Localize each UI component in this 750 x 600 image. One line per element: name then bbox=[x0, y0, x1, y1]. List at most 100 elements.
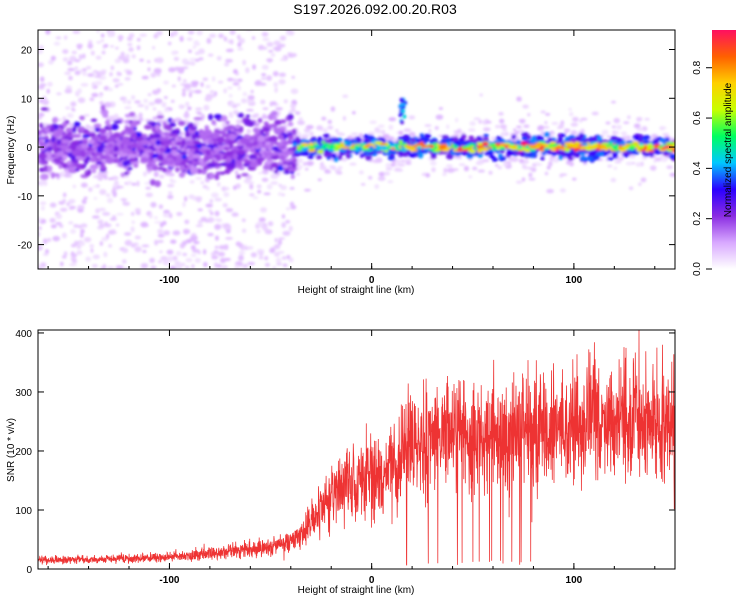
heatmap-cell bbox=[72, 184, 77, 189]
heatmap-cell bbox=[473, 117, 481, 121]
heatmap-cell bbox=[175, 141, 183, 146]
heatmap-cell bbox=[560, 133, 566, 138]
heatmap-cell bbox=[262, 164, 272, 170]
heatmap-cell bbox=[551, 151, 558, 157]
heatmap-cell bbox=[257, 135, 266, 142]
heatmap-cell bbox=[508, 157, 516, 162]
heatmap-cell bbox=[473, 138, 480, 143]
heatmap-cell bbox=[218, 33, 224, 39]
heatmap-cell bbox=[431, 167, 436, 173]
heatmap-cell bbox=[237, 47, 244, 51]
heatmap-cell bbox=[78, 126, 86, 132]
heatmap-cell bbox=[383, 171, 391, 176]
snr-y-tick-label: 0 bbox=[26, 565, 32, 576]
heatmap-cell bbox=[352, 111, 356, 115]
heatmap-cell bbox=[261, 64, 269, 70]
colorbar-tick-label: 0.8 bbox=[692, 60, 703, 74]
heatmap-cell bbox=[539, 145, 546, 149]
heatmap-cell bbox=[105, 127, 112, 131]
heatmap-cell bbox=[225, 48, 234, 53]
heatmap-cell bbox=[295, 172, 301, 176]
heatmap-cell bbox=[290, 88, 299, 95]
heatmap-cell bbox=[607, 156, 614, 161]
heatmap-cell bbox=[389, 163, 396, 167]
heatmap-cell bbox=[170, 99, 175, 103]
heatmap-cell bbox=[105, 193, 111, 198]
heatmap-cell bbox=[252, 36, 256, 40]
heatmap-cell bbox=[226, 125, 233, 130]
heatmap-cell bbox=[308, 145, 316, 150]
heatmap-cell bbox=[146, 60, 151, 64]
heatmap-cell bbox=[148, 133, 156, 140]
heatmap-cell bbox=[112, 132, 121, 139]
heatmap-cell bbox=[270, 173, 278, 180]
heatmap-cell bbox=[170, 239, 177, 244]
figure-title: S197.2026.092.00.20.R03 bbox=[293, 1, 457, 17]
heatmap-cell bbox=[342, 94, 349, 98]
heatmap-cell bbox=[405, 145, 413, 149]
heatmap-cell bbox=[453, 133, 460, 138]
heatmap-cell bbox=[90, 118, 98, 123]
heatmap-cell bbox=[442, 172, 447, 177]
heatmap-cell bbox=[105, 157, 115, 164]
snr-frame bbox=[37, 329, 676, 570]
heatmap-cell bbox=[139, 58, 144, 62]
heatmap-cell bbox=[277, 250, 285, 254]
heatmap-cell bbox=[228, 113, 234, 119]
heatmap-cell bbox=[592, 155, 600, 161]
heatmap-cell bbox=[150, 265, 157, 269]
heatmap-cell bbox=[163, 108, 170, 113]
heatmap-cell bbox=[172, 230, 181, 236]
heatmap-cell bbox=[208, 209, 213, 213]
heatmap-cell bbox=[580, 146, 586, 149]
heatmap-cell bbox=[261, 177, 269, 182]
heatmap-cell bbox=[659, 126, 667, 130]
heatmap-cell bbox=[282, 263, 288, 268]
heatmap-cell bbox=[559, 188, 566, 193]
heatmap-cell bbox=[166, 249, 174, 255]
heatmap-cell bbox=[264, 256, 269, 261]
heatmap-cell bbox=[207, 232, 214, 237]
heatmap-cell bbox=[490, 136, 496, 141]
heatmap-cell bbox=[368, 145, 374, 150]
heatmap-cell bbox=[38, 112, 45, 118]
heatmap-cell bbox=[76, 155, 82, 161]
heatmap-cell bbox=[152, 165, 159, 171]
heatmap-cell bbox=[405, 162, 412, 165]
heatmap-cell bbox=[539, 136, 545, 142]
heatmap-cell bbox=[113, 158, 119, 163]
heatmap-cell bbox=[121, 248, 129, 254]
heatmap-cell bbox=[62, 121, 68, 128]
heatmap-cell bbox=[235, 103, 241, 107]
heatmap-cell bbox=[359, 153, 365, 158]
heatmap-cell bbox=[214, 173, 220, 181]
heatmap-cell bbox=[335, 129, 339, 133]
heatmap-cell bbox=[666, 142, 675, 145]
heatmap-cell bbox=[275, 257, 282, 264]
heatmap-cell bbox=[607, 141, 613, 145]
heatmap-cell bbox=[71, 107, 75, 111]
heatmap-cell bbox=[445, 164, 453, 168]
heatmap-cell bbox=[108, 244, 112, 248]
heatmap-cell bbox=[243, 263, 248, 268]
heatmap-cell bbox=[38, 264, 42, 269]
heatmap-cell bbox=[266, 75, 273, 81]
heatmap-cell bbox=[215, 153, 222, 161]
heatmap-cell bbox=[283, 151, 292, 156]
heatmap-cell bbox=[580, 117, 588, 121]
heatmap-cell bbox=[61, 255, 67, 259]
heatmap-cell bbox=[144, 104, 149, 111]
heatmap-cell bbox=[374, 128, 381, 133]
heatmap-cell bbox=[98, 94, 103, 99]
heatmap-cell bbox=[385, 167, 393, 171]
heatmap-cell bbox=[564, 129, 568, 135]
heatmap-cell bbox=[185, 130, 190, 137]
heatmap-cell bbox=[640, 177, 647, 183]
snr-y-axis-label: SNR (10 * v/v) bbox=[6, 418, 17, 482]
heatmap-cell bbox=[320, 161, 324, 168]
heatmap-cell bbox=[522, 166, 530, 170]
heatmap-cell bbox=[212, 76, 216, 82]
heatmap-cell bbox=[120, 198, 128, 201]
heatmap-cell bbox=[282, 56, 287, 60]
heatmap-cell bbox=[120, 51, 125, 57]
